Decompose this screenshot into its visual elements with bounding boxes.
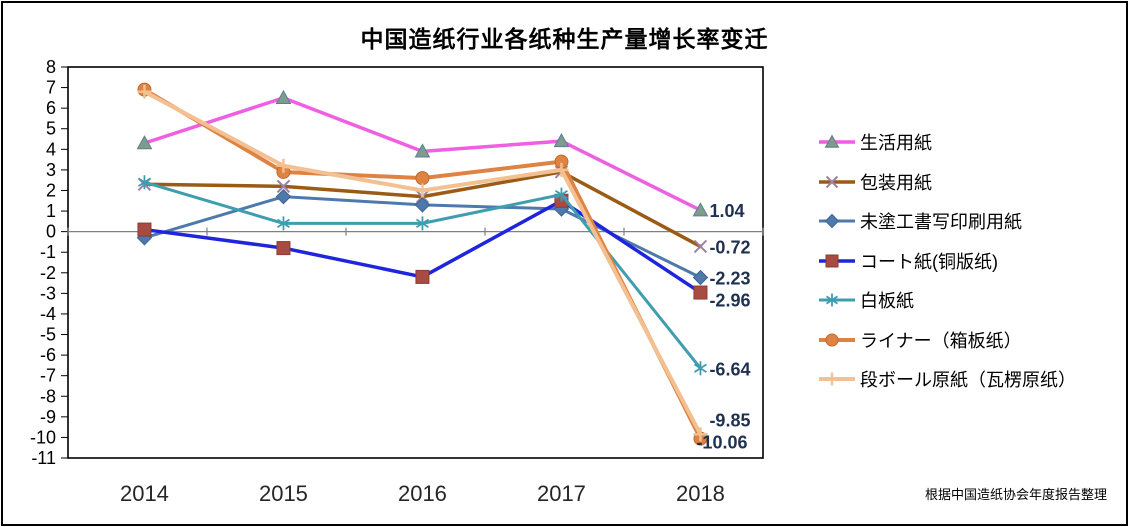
data-point-marker (276, 179, 291, 194)
value-label: -10.06 (696, 433, 747, 453)
y-axis-tick-label: 3 (46, 160, 56, 180)
chart-title: 中国造纸行业各纸种生产量增长率变迁 (360, 26, 769, 52)
y-axis-tick-label: 0 (46, 222, 56, 242)
data-point-marker (825, 333, 839, 346)
x-axis-label: 2016 (398, 481, 447, 506)
data-point-marker (136, 135, 153, 150)
y-axis-tick-label: 6 (46, 98, 56, 118)
legend-marker-icon (819, 175, 855, 188)
y-axis-tick-label: -6 (40, 345, 56, 365)
data-point-marker (415, 218, 429, 229)
data-point-marker (554, 189, 568, 200)
value-label: 1.04 (709, 201, 744, 221)
data-point-marker (693, 285, 708, 300)
legend-item: 生活用紙 (819, 129, 1076, 155)
series-circle (137, 82, 708, 446)
y-axis-tick-label: 1 (46, 201, 56, 221)
y-axis-tick-label: -7 (40, 366, 56, 386)
legend-item-label: 生活用紙 (860, 133, 932, 153)
legend-item: 白板紙 (819, 287, 1076, 313)
y-axis-tick-label: 7 (46, 78, 56, 98)
data-point-marker (824, 213, 840, 229)
data-point-marker (276, 218, 290, 229)
data-point-marker (414, 143, 431, 158)
y-axis-tick-label: -10 (30, 427, 56, 447)
data-point-marker (692, 202, 709, 217)
legend-item: ライナー（箱板纸） (819, 327, 1076, 353)
y-axis-tick-label: -8 (40, 386, 56, 406)
y-axis-tick-label: -9 (40, 407, 56, 427)
data-point-marker (414, 197, 431, 213)
legend: 生活用紙包装用紙未塗工書写印刷用紙 コート紙(铜版纸) 白板紙ライナー（箱板纸） 段ボ… (819, 129, 1076, 406)
y-axis-tick-label: -5 (40, 325, 56, 345)
data-point-marker (693, 239, 708, 254)
data-point-marker (824, 134, 840, 148)
data-point-marker (692, 269, 709, 286)
x-axis-label: 2018 (676, 481, 725, 506)
y-axis-tick-label: 8 (46, 57, 56, 77)
plot-border (67, 66, 764, 459)
data-point-marker (693, 363, 707, 373)
legend-item-label: 段ボール原紙（瓦楞原纸） (860, 370, 1076, 390)
legend-item-label: 白板紙 (860, 291, 914, 311)
value-label: -6.64 (709, 359, 750, 379)
value-label: -9.85 (709, 410, 750, 430)
legend-item: 未塗工書写印刷用紙 (819, 208, 1076, 234)
legend-item-label: 未塗工書写印刷用紙 (860, 212, 1022, 232)
legend-item: 段ボール原紙（瓦楞原纸） (819, 366, 1076, 392)
y-axis-tick-label: 4 (46, 139, 56, 159)
y-axis-tick-label: 5 (46, 119, 56, 139)
data-point-marker (415, 269, 430, 284)
data-point-marker (825, 175, 839, 188)
source-note: 根据中国造纸协会年度报告整理 (924, 487, 1107, 502)
data-point-marker (275, 188, 292, 205)
data-point-marker (553, 133, 570, 148)
legend-item-label: コート紙(铜版纸) (860, 251, 998, 272)
series-plus (137, 84, 708, 442)
legend-marker-icon (819, 372, 855, 386)
legend-item-label: 包装用紙 (860, 172, 932, 193)
data-point-marker (415, 171, 430, 186)
data-point-marker (276, 241, 291, 256)
data-point-marker (826, 295, 838, 305)
y-axis-tick-label: -4 (40, 304, 56, 324)
y-axis-tick-label: -2 (40, 263, 56, 283)
data-point-marker (137, 177, 151, 187)
data-point-marker (137, 222, 152, 237)
value-label: -2.23 (709, 269, 750, 289)
data-point-marker (275, 89, 292, 104)
x-axis-label: 2015 (259, 481, 308, 506)
x-axis-label: 2014 (120, 481, 169, 506)
legend-marker-icon (819, 254, 855, 267)
x-axis-label: 2017 (537, 481, 586, 506)
legend-marker-icon (819, 213, 855, 229)
series-triangle (136, 89, 709, 217)
value-label: -0.72 (709, 237, 750, 257)
legend-marker-icon (819, 134, 855, 148)
legend-item: コート紙(铜版纸) (819, 248, 1076, 274)
legend-item-label: ライナー（箱板纸） (860, 330, 1022, 351)
value-label: -2.96 (709, 291, 750, 311)
y-axis-tick-label: -11 (31, 448, 56, 468)
legend-marker-icon (819, 333, 855, 346)
legend-item: 包装用紙 (819, 169, 1076, 195)
legend-marker-icon (819, 293, 855, 307)
y-axis-tick-label: -1 (40, 242, 56, 262)
y-axis-tick-label: 2 (46, 180, 56, 200)
data-point-marker (825, 254, 839, 267)
y-axis-tick-label: -3 (40, 283, 56, 303)
